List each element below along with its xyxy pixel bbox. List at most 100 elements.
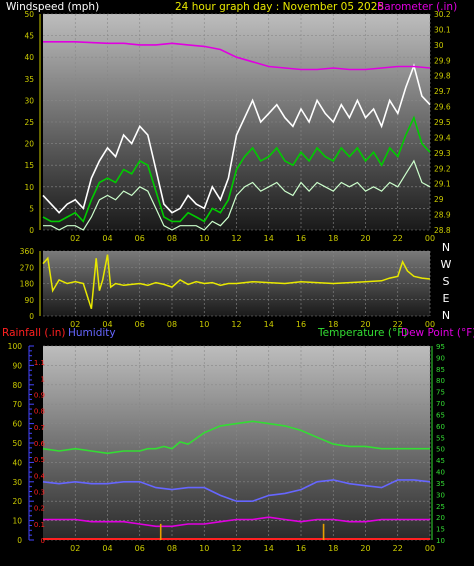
x-tick-label: 08 — [167, 544, 177, 553]
temperature-tick-label: 30 — [436, 491, 445, 499]
barometer-tick-label: 29.7 — [434, 87, 451, 96]
x-tick-label: 06 — [135, 544, 145, 553]
barometer-tick-label: 29.9 — [434, 56, 451, 65]
barometer-tick-label: 28.9 — [434, 211, 451, 220]
barometer-line — [43, 41, 431, 71]
y-tick-label: 20 — [24, 140, 34, 149]
x-tick-label: 14 — [264, 320, 274, 329]
temperature-tick-label: 55 — [436, 434, 445, 442]
barometer-tick-label: 29.1 — [434, 180, 451, 189]
y-tick-label: 0 — [29, 226, 34, 235]
windspeed-gust-line — [42, 63, 431, 214]
barometer-tick-label: 29.8 — [434, 72, 451, 81]
direction-tick-label: 90 — [24, 296, 34, 305]
temperature-tick-label: 70 — [436, 400, 445, 408]
x-tick-label: 08 — [167, 320, 177, 329]
barometer-tick-label: 29.5 — [434, 118, 451, 127]
rainfall-tick-label: 0.9 — [34, 392, 45, 400]
temperature-tick-label: 65 — [436, 411, 445, 419]
rainfall-axis-label: Rainfall (.in) — [2, 327, 65, 339]
humidity-tick-label: 20 — [12, 497, 22, 506]
rainfall-tick-label: 0.8 — [34, 408, 45, 416]
compass-label: W — [441, 258, 452, 271]
dewpoint-line — [43, 516, 430, 528]
humidity-tick-label: 70 — [12, 400, 22, 409]
x-tick-label: 18 — [328, 234, 338, 243]
temperature-tick-label: 40 — [436, 469, 445, 477]
temperature-line — [42, 420, 430, 455]
compass-label: N — [442, 309, 450, 322]
x-tick-label: 16 — [296, 234, 306, 243]
x-tick-label: 00 — [425, 234, 435, 243]
y-tick-label: 50 — [24, 10, 34, 19]
x-tick-label: 04 — [102, 544, 112, 553]
barometer-tick-label: 29 — [434, 195, 444, 204]
y-tick-label: 15 — [24, 161, 34, 170]
humidity-tick-label: 10 — [12, 517, 22, 526]
y-tick-label: 45 — [24, 32, 34, 41]
temperature-tick-label: 25 — [436, 503, 445, 511]
barometer-tick-label: 29.6 — [434, 103, 451, 112]
humidity-tick-label: 40 — [12, 458, 22, 467]
humidity-tick-label: 60 — [12, 420, 22, 429]
rainfall-tick-label: 0.4 — [34, 472, 46, 480]
x-tick-label: 02 — [70, 544, 80, 553]
temperature-tick-label: 50 — [436, 446, 445, 454]
x-tick-label: 20 — [360, 544, 370, 553]
rainfall-tick-label: 0.3 — [34, 489, 45, 497]
temperature-tick-label: 10 — [436, 537, 445, 545]
compass-label: S — [443, 275, 450, 288]
y-tick-label: 40 — [24, 53, 34, 62]
rainfall-tick-label: 0.2 — [34, 505, 45, 513]
y-tick-label: 35 — [24, 75, 34, 84]
y-tick-label: 5 — [29, 204, 34, 213]
x-tick-label: 04 — [102, 320, 112, 329]
y-tick-label: 30 — [24, 96, 34, 105]
direction-tick-label: 0 — [29, 312, 34, 321]
x-tick-label: 06 — [135, 234, 145, 243]
humidity-tick-label: 0 — [17, 536, 22, 545]
rainfall-tick-label: 1.1 — [34, 359, 45, 367]
x-tick-label: 02 — [70, 234, 80, 243]
temperature-tick-label: 45 — [436, 457, 445, 465]
direction-tick-label: 360 — [20, 247, 35, 256]
x-tick-label: 22 — [393, 544, 403, 553]
climate-chart: 010203040506070809010000.10.20.30.40.50.… — [8, 342, 445, 553]
x-tick-label: 18 — [328, 544, 338, 553]
x-tick-label: 02 — [70, 320, 80, 329]
temperature-tick-label: 85 — [436, 366, 445, 374]
x-tick-label: 18 — [328, 320, 338, 329]
humidity-axis-label: Humidity — [68, 327, 116, 339]
temperature-tick-label: 35 — [436, 480, 445, 488]
x-tick-label: 00 — [425, 320, 435, 329]
wind-direction-line — [42, 254, 431, 310]
humidity-line — [42, 479, 431, 502]
x-tick-label: 00 — [425, 544, 435, 553]
x-tick-label: 10 — [199, 234, 209, 243]
temperature-tick-label: 15 — [436, 526, 445, 534]
rainfall-tick-label: 0 — [41, 537, 45, 545]
humidity-tick-label: 50 — [12, 439, 22, 448]
y-tick-label: 25 — [24, 118, 34, 127]
x-tick-label: 10 — [199, 544, 209, 553]
x-tick-label: 12 — [231, 320, 241, 329]
humidity-tick-label: 30 — [12, 478, 22, 487]
rainfall-tick-label: 1 — [41, 375, 45, 383]
x-tick-label: 14 — [264, 234, 274, 243]
humidity-tick-label: 100 — [8, 342, 23, 351]
y-tick-label: 10 — [24, 183, 34, 192]
x-tick-label: 22 — [393, 320, 403, 329]
humidity-tick-label: 80 — [12, 381, 22, 390]
x-tick-label: 06 — [135, 320, 145, 329]
x-tick-label: 20 — [360, 320, 370, 329]
dewpoint-legend-label: Dew Point (°F) — [401, 327, 474, 339]
barometer-axis-label: Barometer (.in) — [377, 1, 457, 13]
x-tick-label: 16 — [296, 544, 306, 553]
barometer-tick-label: 30.2 — [434, 10, 451, 19]
x-tick-label: 04 — [102, 234, 112, 243]
x-tick-label: 16 — [296, 320, 306, 329]
graph-title: 24 hour graph day : November 05 2025 — [175, 1, 384, 13]
x-tick-label: 12 — [231, 234, 241, 243]
